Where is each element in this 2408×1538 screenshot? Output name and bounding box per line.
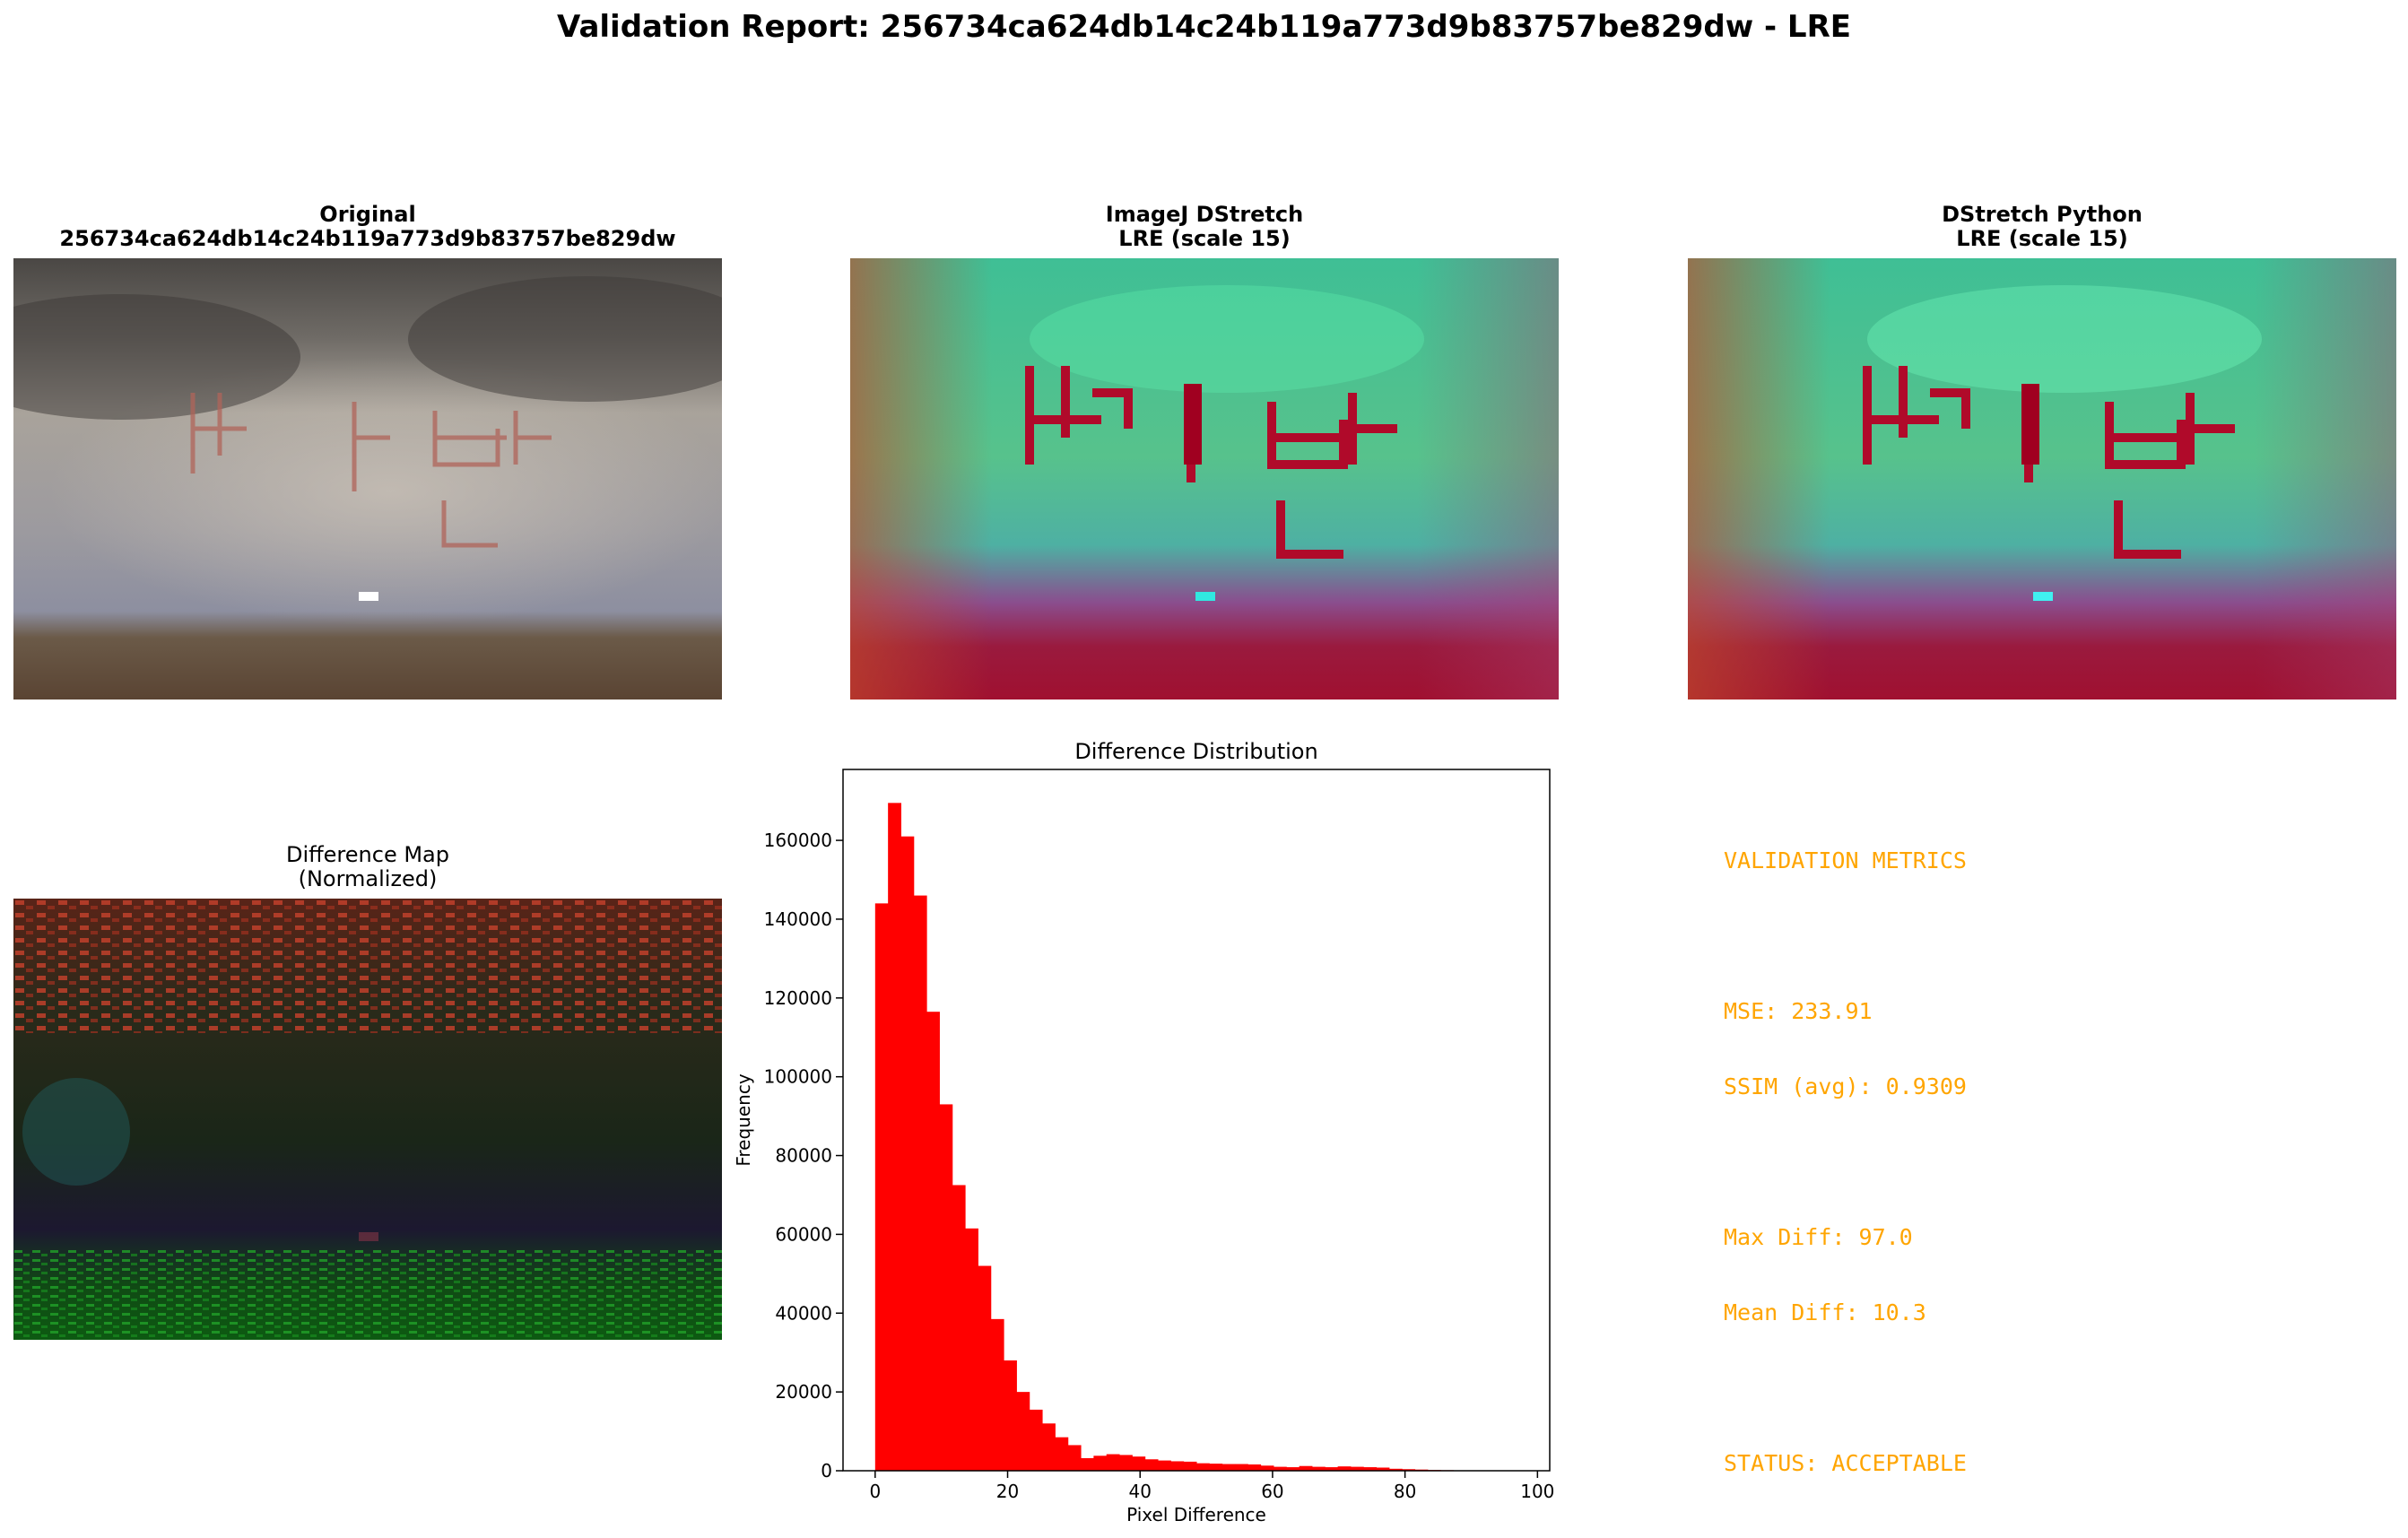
metric-mean-diff: Mean Diff: 10.3 [1724, 1299, 1926, 1325]
histogram-bar [1260, 1465, 1274, 1471]
histogram-bar [913, 895, 927, 1471]
histogram-bar [1158, 1460, 1171, 1471]
histogram-bar [1209, 1464, 1223, 1471]
histogram-bar [1170, 1461, 1185, 1471]
imagej-title-line1: ImageJ DStretch [1105, 202, 1304, 227]
histogram-bar [1183, 1461, 1197, 1471]
python-title: DStretch Python LRE (scale 15) [1688, 203, 2396, 251]
original-image [13, 258, 722, 699]
histogram-bar [1337, 1466, 1352, 1471]
y-tick-label: 120000 [764, 987, 832, 1009]
python-image [1688, 258, 2396, 699]
x-tick-label: 100 [1520, 1481, 1554, 1502]
y-tick-label: 20000 [775, 1381, 832, 1403]
report-title: Validation Report: 256734ca624db14c24b11… [557, 9, 1851, 45]
python-title-line2: LRE (scale 15) [1956, 226, 2128, 251]
histogram-bar [965, 1228, 978, 1471]
y-tick-label: 0 [821, 1460, 832, 1482]
x-axis-label: Pixel Difference [1126, 1504, 1266, 1525]
histogram-bar [1325, 1467, 1339, 1471]
original-title-line2: 256734ca624db14c24b119a773d9b83757be829d… [59, 226, 676, 251]
imagej-title-line2: LRE (scale 15) [1118, 226, 1291, 251]
histogram-bar [978, 1265, 992, 1471]
histogram-bar [1286, 1467, 1300, 1471]
metrics-heading: VALIDATION METRICS [1724, 847, 1967, 873]
y-axis-label: Frequency [735, 1073, 754, 1166]
metric-max-diff: Max Diff: 97.0 [1724, 1224, 1913, 1250]
diffmap-title-line1: Difference Map [285, 842, 449, 867]
x-tick-label: 80 [1394, 1481, 1416, 1502]
histogram-bar [1067, 1445, 1082, 1471]
histogram-bar [1029, 1409, 1043, 1471]
y-tick-label: 160000 [764, 830, 832, 851]
plot-frame [842, 769, 1551, 1472]
histogram-bar [1144, 1459, 1159, 1471]
validation-metrics: VALIDATION METRICS MSE: 233.91 SSIM (avg… [1724, 798, 1967, 1501]
histogram-bar [1376, 1467, 1390, 1471]
python-title-line1: DStretch Python [1942, 202, 2143, 227]
histogram-bar [1119, 1455, 1133, 1471]
y-tick-label: 60000 [775, 1223, 832, 1245]
histogram-bar [1234, 1464, 1248, 1471]
histogram-bar [1363, 1467, 1378, 1471]
histogram-bar [1004, 1360, 1017, 1471]
imagej-image [850, 258, 1559, 699]
y-tick-label: 100000 [764, 1066, 832, 1088]
histogram-bar [888, 803, 901, 1471]
x-tick-label: 20 [996, 1481, 1019, 1502]
histogram-bar [1042, 1423, 1056, 1471]
original-title: Original 256734ca624db14c24b119a773d9b83… [13, 203, 722, 251]
histogram-bar [1016, 1392, 1030, 1471]
original-title-line1: Original [319, 202, 416, 227]
y-tick-label: 140000 [764, 908, 832, 930]
histogram-bar [1311, 1466, 1326, 1471]
histogram-bar [1055, 1437, 1069, 1471]
diffmap-title-line2: (Normalized) [298, 866, 438, 891]
histogram-bar [939, 1104, 953, 1471]
histogram-bar [900, 836, 915, 1471]
difference-histogram: 0 20 40 60 80 100 0 20000 40000 60000 80000 100000 1… [735, 739, 1554, 1525]
histogram-bar [1247, 1464, 1262, 1471]
diffmap-title: Difference Map (Normalized) [13, 843, 722, 891]
histogram-bar [1196, 1463, 1210, 1471]
histogram-bar [1132, 1456, 1146, 1471]
histogram-bar [1273, 1466, 1287, 1471]
histogram-bar [1350, 1466, 1364, 1471]
x-tick-label: 0 [869, 1481, 881, 1502]
x-tick-label: 40 [1128, 1481, 1151, 1502]
y-tick-label: 80000 [775, 1145, 832, 1167]
histogram-bar [1402, 1469, 1416, 1471]
histogram-bar [1093, 1455, 1108, 1471]
metric-mse: MSE: 233.91 [1724, 998, 1873, 1024]
histogram-bar [1081, 1457, 1094, 1471]
histogram-bar [1221, 1464, 1236, 1471]
chart-title: Difference Distribution [1074, 739, 1317, 764]
imagej-title: ImageJ DStretch LRE (scale 15) [850, 203, 1559, 251]
histogram-bar [1106, 1454, 1120, 1471]
histogram-bar [952, 1185, 966, 1471]
metric-ssim: SSIM (avg): 0.9309 [1724, 1073, 1967, 1099]
y-tick-label: 40000 [775, 1302, 832, 1324]
histogram-bar [990, 1318, 1004, 1471]
histogram-bar [1299, 1465, 1313, 1471]
metric-status: STATUS: ACCEPTABLE [1724, 1450, 1967, 1476]
histogram-bar [926, 1012, 940, 1471]
diffmap-image [13, 899, 722, 1340]
x-tick-label: 60 [1261, 1481, 1283, 1502]
histogram-bar [1388, 1468, 1403, 1471]
histogram-bar [874, 903, 889, 1471]
